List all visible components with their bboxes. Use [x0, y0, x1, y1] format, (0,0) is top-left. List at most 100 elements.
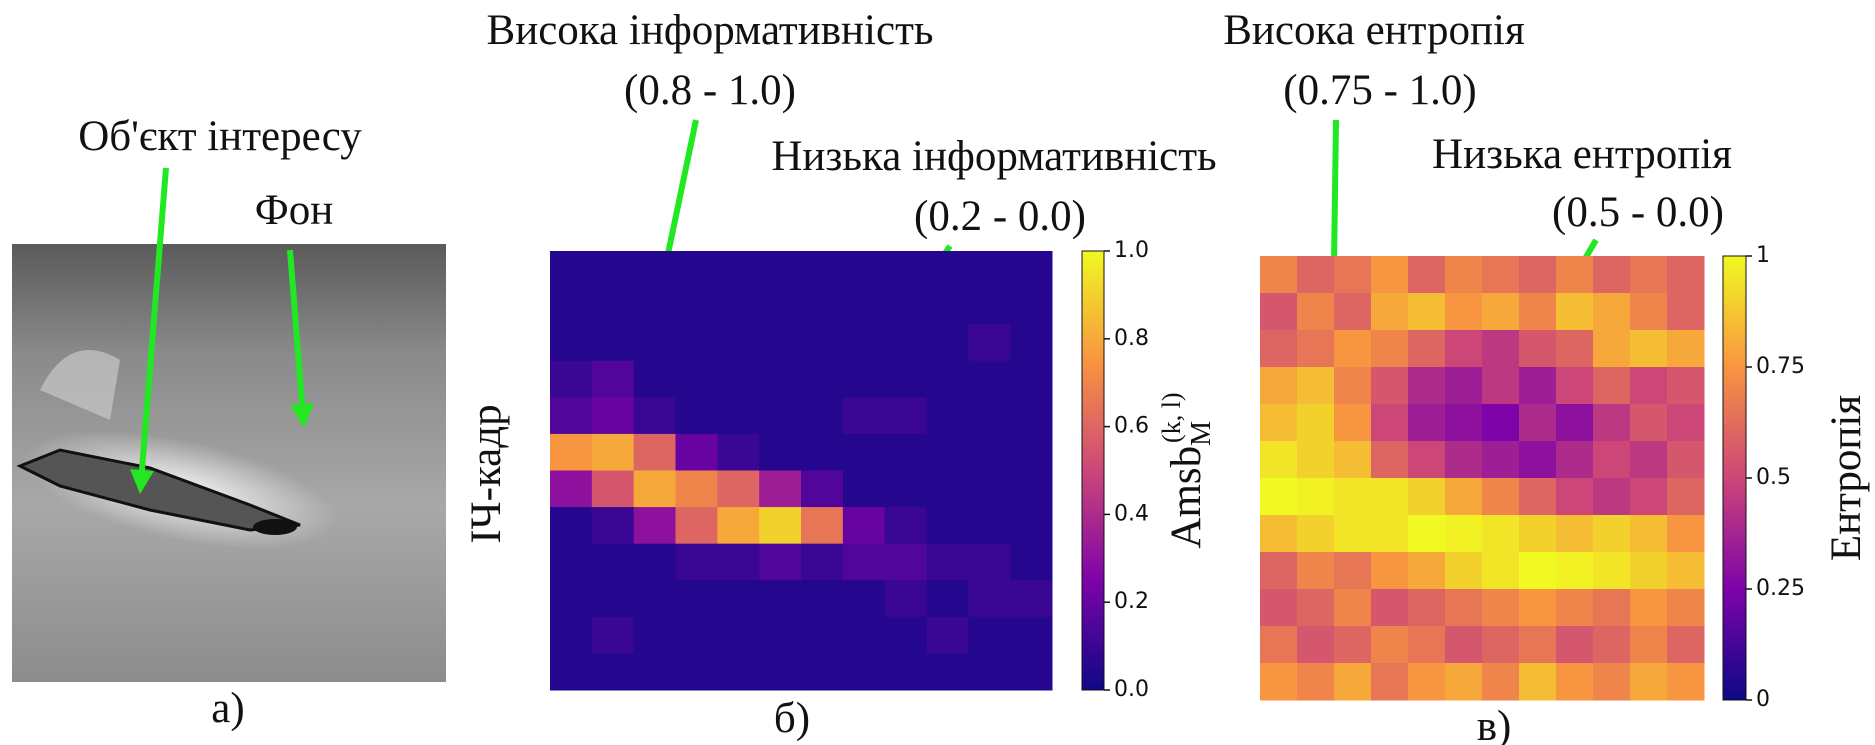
- heatmap-cell: [1260, 256, 1298, 294]
- heatmap-cell: [759, 324, 802, 362]
- heatmap-cell: [591, 470, 635, 508]
- heatmap-cell: [1482, 626, 1520, 664]
- side-label: ІЧ-кадр: [463, 404, 510, 543]
- heatmap-cell: [1445, 589, 1483, 627]
- heatmap-cell: [1556, 330, 1594, 368]
- heatmap-cell: [1482, 441, 1520, 479]
- heatmap-cell: [842, 287, 886, 325]
- heatmap-cell: [968, 543, 1011, 581]
- heatmap-cell: [801, 397, 844, 435]
- heatmap-cell: [1371, 404, 1409, 442]
- colorbar-tick-label: 0.2: [1114, 589, 1149, 614]
- heatmap-cell: [1010, 543, 1053, 581]
- heatmap-cell: [1630, 330, 1668, 368]
- heatmap-cell: [1519, 293, 1557, 331]
- heatmap-cell: [926, 360, 969, 398]
- colorbar-tick-label: 0.6: [1114, 414, 1149, 439]
- heatmap-cell: [1297, 256, 1335, 294]
- heatmap-cell: [1334, 441, 1372, 479]
- heatmap-cell: [717, 251, 760, 289]
- heatmap-cell: [1010, 470, 1053, 508]
- heatmap-cell: [1556, 441, 1594, 479]
- heatmap-cell: [1334, 552, 1372, 590]
- heatmap-cell: [884, 507, 927, 545]
- heatmap-cell: [1556, 552, 1594, 590]
- heatmap-cell: [1445, 626, 1483, 664]
- heatmap-cell: [1556, 367, 1594, 405]
- colorbar: [1081, 250, 1105, 691]
- heatmap-cell: [884, 287, 927, 325]
- heatmap-cell: [1519, 515, 1557, 553]
- colorbar-tick-label: 0.25: [1756, 576, 1805, 601]
- heatmap-cell: [1010, 397, 1053, 435]
- annotation: Низька інформативність: [771, 133, 1216, 180]
- heatmap-cell: [1408, 589, 1446, 627]
- heatmap-cell: [1556, 626, 1594, 664]
- heatmap-cell: [968, 324, 1011, 362]
- heatmap-cell: [1371, 256, 1409, 294]
- heatmap-cell: [633, 616, 676, 654]
- heatmap-cell: [801, 324, 844, 362]
- heatmap-cell: [1445, 256, 1483, 294]
- heatmap-cell: [633, 397, 676, 435]
- colorbar: [1722, 255, 1747, 701]
- heatmap-cell: [801, 433, 844, 471]
- heatmap-cell: [550, 397, 593, 435]
- heatmap-cell: [842, 433, 886, 471]
- colorbar-tick-label: 0: [1756, 687, 1770, 712]
- heatmap-cell: [1408, 441, 1446, 479]
- heatmap-cell: [1334, 515, 1372, 553]
- heatmap-cell: [633, 580, 676, 618]
- heatmap-cell: [1667, 256, 1705, 294]
- heatmap-cell: [759, 616, 802, 654]
- heatmap-cell: [1593, 367, 1631, 405]
- heatmap-cell: [1482, 478, 1520, 516]
- heatmap-cell: [926, 543, 969, 581]
- heatmap-cell: [675, 324, 718, 362]
- heatmap-cell: [1371, 663, 1409, 701]
- heatmap-cell: [1630, 663, 1668, 701]
- colorbar-tick-label: 0.5: [1756, 465, 1791, 490]
- heatmap-cell: [926, 433, 969, 471]
- heatmap-cell: [550, 543, 593, 581]
- colorbar-label-main: Amsb: [1163, 446, 1210, 549]
- heatmap-cell: [884, 653, 927, 691]
- heatmap-cell: [550, 433, 593, 471]
- heatmap-cell: [717, 470, 760, 508]
- heatmap-cell: [633, 507, 676, 545]
- annotations: Об'єкт інтересу Фон а) ІЧ-кадр: [78, 113, 510, 732]
- heatmap-cell: [1297, 515, 1335, 553]
- heatmap-cell: [1260, 330, 1298, 368]
- heatmap-cell: [717, 616, 760, 654]
- heatmap-cell: [968, 470, 1011, 508]
- heatmap-cell: [1371, 441, 1409, 479]
- heatmap-cell: [968, 507, 1011, 545]
- heatmap-cell: [884, 251, 927, 289]
- heatmap-cell: [801, 616, 844, 654]
- heatmap-cell: [591, 543, 635, 581]
- heatmap-cell: [550, 251, 593, 289]
- heatmap-cell: [550, 653, 593, 691]
- colorbar-label-main: Ентропія: [1823, 395, 1870, 561]
- heatmap-cell: [1010, 580, 1053, 618]
- heatmap-cell: [591, 324, 635, 362]
- heatmap-cell: [1445, 330, 1483, 368]
- heatmap-cell: [591, 653, 635, 691]
- heatmap-cell: [633, 360, 676, 398]
- heatmap-cell: [1260, 515, 1298, 553]
- heatmap-cell: [1445, 478, 1483, 516]
- heatmap-cell: [1667, 330, 1705, 368]
- heatmap-cell: [675, 360, 718, 398]
- ir-frame: [12, 244, 446, 682]
- heatmap-cell: [1519, 589, 1557, 627]
- heatmap-cell: [759, 580, 802, 618]
- heatmap-cell: [1667, 478, 1705, 516]
- heatmap-cell: [1482, 367, 1520, 405]
- heatmap-cell: [1445, 441, 1483, 479]
- heatmap-cell: [884, 397, 927, 435]
- heatmap-cell: [1297, 330, 1335, 368]
- heatmap-cell: [1445, 404, 1483, 442]
- heatmap-cell: [1297, 367, 1335, 405]
- heatmap-cell: [1630, 552, 1668, 590]
- heatmap-cell: [591, 287, 635, 325]
